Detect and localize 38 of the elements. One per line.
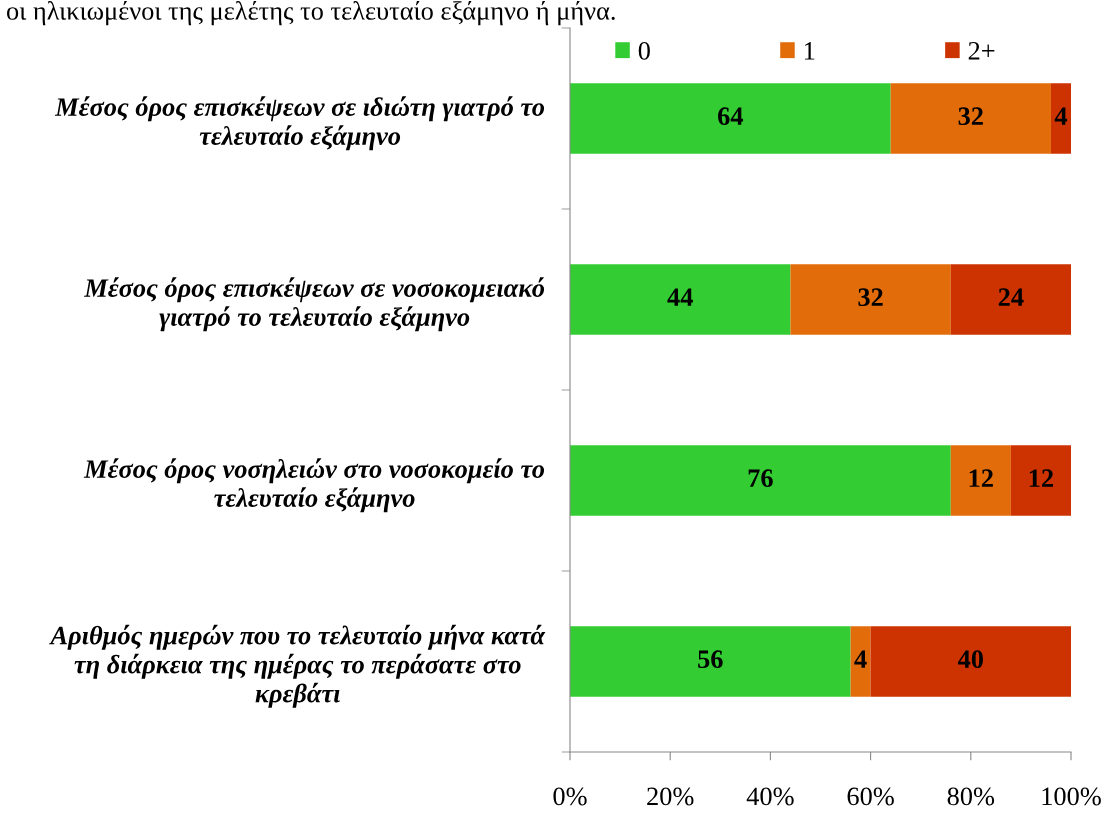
bar xyxy=(570,626,851,697)
x-tick-label: 0% xyxy=(553,787,587,806)
data-label: 24 xyxy=(998,288,1024,306)
bar xyxy=(790,264,951,335)
bar xyxy=(570,83,891,154)
data-label: 4 xyxy=(854,650,867,668)
x-tick-label: 100% xyxy=(1042,787,1101,806)
data-label: 32 xyxy=(858,288,883,307)
y-tick-label: Μέσος όρος επισκέψεων σε ιδιώτη γιατρό το τελευταίο εξάμηνο xyxy=(54,96,545,151)
y-tick-label: Αριθμός ημερών που το τελευταίο μήνα κατά τη διάρκεια της ημέρας το περάσατε στο κρεβάτι xyxy=(49,624,546,708)
data-label: 56 xyxy=(698,650,723,669)
x-tick-label: 80% xyxy=(947,787,995,806)
bar xyxy=(570,264,791,335)
x-tick-label: 20% xyxy=(647,787,694,806)
bar xyxy=(950,445,1011,516)
text: οι ηλικιωμένοι της μελέτης το τελευταίο εξάμηνο ή μήνα. xyxy=(7,1,615,26)
data-label: 12 xyxy=(969,469,993,487)
bar xyxy=(870,626,1071,697)
data-label: 4 xyxy=(1054,107,1068,125)
legend-label: 0 xyxy=(638,41,650,60)
data-label: 44 xyxy=(667,288,693,306)
legend-label: 2+ xyxy=(968,42,995,60)
y-tick-label: Μέσος όρος επισκέψεων σε νοσοκομειακό γιατρό το τελευταίο εξάμηνο xyxy=(84,277,545,332)
data-label: 64 xyxy=(718,107,744,126)
bar xyxy=(890,83,1051,154)
bar xyxy=(1050,83,1071,154)
y-tick-label: Μέσος όρος νοσηλειών στο νοσοκομείο το τελευταίο εξάμηνο xyxy=(83,458,545,513)
data-label: 12 xyxy=(1029,469,1053,487)
bar xyxy=(950,264,1071,335)
data-label: 76 xyxy=(748,469,773,488)
bar xyxy=(570,445,951,516)
data-label: 32 xyxy=(958,107,983,126)
bar xyxy=(1010,445,1071,516)
data-label: 40 xyxy=(957,650,983,669)
bar xyxy=(850,626,871,697)
x-tick-label: 60% xyxy=(847,787,894,806)
legend-label: 1 xyxy=(804,42,815,60)
x-tick-label: 40% xyxy=(746,787,794,806)
